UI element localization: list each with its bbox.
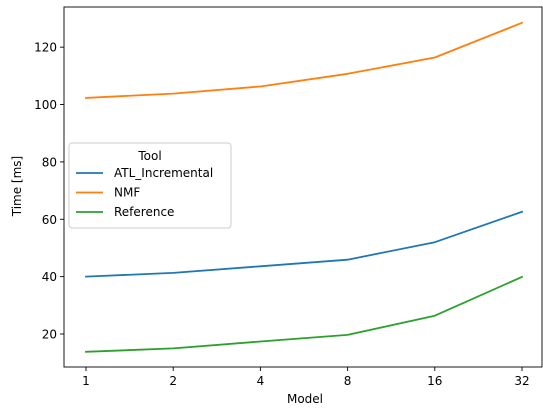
legend-entry-label: ATL_Incremental — [114, 166, 213, 180]
y-tick-label: 20 — [42, 328, 57, 342]
x-axis-label: Model — [287, 392, 323, 406]
series-line-nmf — [85, 21, 524, 99]
legend-box — [68, 142, 232, 229]
legend-entry-label: Reference — [114, 205, 174, 219]
y-tick-label: 100 — [34, 98, 57, 112]
series-line-atl-incremental — [85, 210, 524, 278]
x-tick-label: 1 — [82, 374, 90, 388]
axes: 1 2 4 8 16 32 20 40 60 80 100 120 — [34, 41, 530, 388]
y-tick-label: 60 — [42, 213, 57, 227]
x-tick-label: 4 — [257, 374, 265, 388]
legend: Tool ATL_Incremental NMF Reference — [68, 142, 232, 229]
series-layer — [85, 21, 524, 353]
y-axis-label: Time [ms] — [10, 156, 24, 218]
y-tick-label: 40 — [42, 270, 57, 284]
legend-title: Tool — [137, 149, 161, 163]
legend-entry-label: NMF — [114, 186, 140, 200]
plot-area — [63, 6, 543, 368]
y-tick-label: 120 — [34, 41, 57, 55]
plot-frame — [63, 6, 543, 368]
x-tick-label: 32 — [514, 374, 529, 388]
x-tick-label: 8 — [344, 374, 352, 388]
y-tick-label: 80 — [42, 155, 57, 169]
x-tick-label: 2 — [169, 374, 177, 388]
x-tick-label: 16 — [427, 374, 442, 388]
series-line-reference — [85, 275, 524, 353]
